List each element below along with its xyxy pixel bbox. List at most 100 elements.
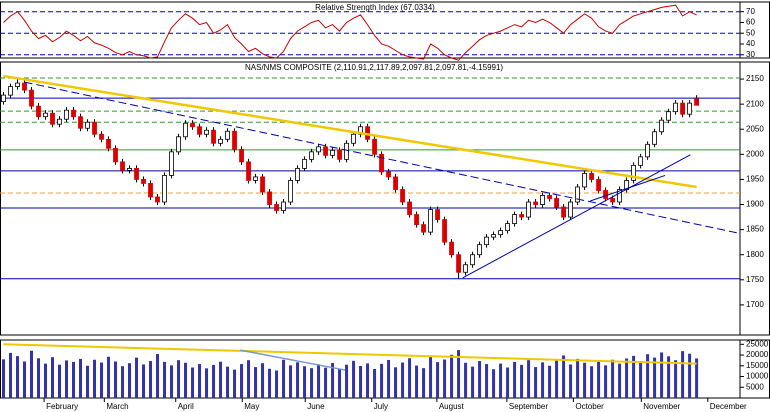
y-tick-label: 20000 <box>746 350 769 359</box>
volume-bar <box>317 364 321 398</box>
y-tick-label: 10000 <box>746 372 769 381</box>
candle-body <box>442 219 447 243</box>
candle-body <box>638 156 643 166</box>
candle-body <box>127 167 132 171</box>
x-tick-label: February <box>46 402 78 411</box>
candle-body <box>659 119 664 133</box>
candle-body <box>582 173 587 188</box>
volume-bar <box>58 364 62 398</box>
volume-bar <box>660 352 664 398</box>
volume-bar <box>170 365 174 398</box>
y-tick-label: 1750 <box>746 275 764 284</box>
panel-frame <box>0 61 770 336</box>
candle-body <box>470 254 475 266</box>
volume-bar <box>100 362 104 398</box>
volume-bar <box>233 369 237 398</box>
candle-body <box>43 112 48 118</box>
volume-bar <box>296 362 300 398</box>
x-tick-label: May <box>244 402 259 411</box>
volume-bar <box>9 352 13 398</box>
volume-bar <box>639 361 643 398</box>
candle-body <box>610 198 615 203</box>
y-tick-label: 60 <box>746 18 755 27</box>
volume-bar <box>478 361 482 398</box>
volume-bar <box>261 363 265 398</box>
candle-body <box>372 138 377 155</box>
candle-body <box>603 190 608 199</box>
volume-bar <box>142 364 146 398</box>
y-tick-label: 2050 <box>746 124 764 133</box>
candle-body <box>351 133 356 144</box>
candle-body <box>134 167 139 180</box>
volume-bar <box>331 362 335 398</box>
candle-body <box>540 195 545 205</box>
candle-body <box>505 223 510 232</box>
volume-bar <box>128 363 132 398</box>
candle-body <box>99 133 104 140</box>
volume-bar <box>534 367 538 398</box>
volume-bar <box>569 364 573 398</box>
volume-bar <box>541 362 545 398</box>
x-tick-label: October <box>575 402 604 411</box>
volume-bar <box>93 359 97 398</box>
candle-body <box>288 180 293 203</box>
candle-body <box>547 195 552 199</box>
candle-body <box>414 214 419 225</box>
volume-bar <box>492 369 496 398</box>
panel-title: NAS/NMS COMPOSITE (2,110.91,2,117.89,2,0… <box>245 63 503 72</box>
candle-body <box>162 175 167 203</box>
candle-body <box>386 171 391 178</box>
volume-bar <box>16 356 20 398</box>
volume-bar <box>667 356 671 398</box>
volume-bar <box>275 370 279 398</box>
volume-bar <box>51 357 55 398</box>
volume-bar <box>177 360 181 398</box>
volume-bar <box>471 366 475 398</box>
volume-bar <box>632 355 636 398</box>
volume-bar <box>310 368 314 398</box>
volume-bar <box>387 359 391 398</box>
volume-bar <box>254 367 258 398</box>
candle-body <box>85 121 90 129</box>
candle-body <box>645 143 650 158</box>
candle-body <box>183 122 188 138</box>
candle-body <box>197 126 202 135</box>
volume-bar <box>289 365 293 398</box>
candle-body <box>71 109 76 118</box>
volume-bar <box>268 368 272 398</box>
volume-bar <box>345 364 349 398</box>
candle-body <box>694 98 699 106</box>
y-tick-label: 1900 <box>746 200 764 209</box>
volume-bar <box>583 362 587 398</box>
volume-bar <box>226 366 230 398</box>
volume-bar <box>401 362 405 398</box>
volume-bar <box>198 364 202 398</box>
candle-body <box>519 214 524 218</box>
candle-body <box>316 146 321 153</box>
candle-body <box>652 131 657 145</box>
volume-bar <box>450 354 454 398</box>
candle-body <box>120 161 125 171</box>
y-tick-label: 50 <box>746 28 755 37</box>
candle-body <box>15 82 20 87</box>
candle-body <box>92 121 97 135</box>
candle-body <box>589 173 594 180</box>
volume-bar <box>422 368 426 398</box>
candle-body <box>421 224 426 233</box>
candle-body <box>568 201 573 218</box>
volume-bar <box>604 365 608 398</box>
candle-body <box>309 151 314 160</box>
volume-bar <box>338 368 342 398</box>
volume-bar <box>30 350 34 398</box>
candle-body <box>337 149 342 160</box>
volume-bar <box>2 359 6 398</box>
y-tick-label: 70 <box>746 7 755 16</box>
y-tick-label: 2100 <box>746 99 764 108</box>
candle-body <box>554 198 559 208</box>
volume-bar <box>625 358 629 398</box>
x-tick-label: March <box>106 402 128 411</box>
candle-body <box>498 230 503 236</box>
y-tick-label: 25000 <box>746 339 769 348</box>
volume-bar <box>394 367 398 398</box>
candle-body <box>379 153 384 173</box>
